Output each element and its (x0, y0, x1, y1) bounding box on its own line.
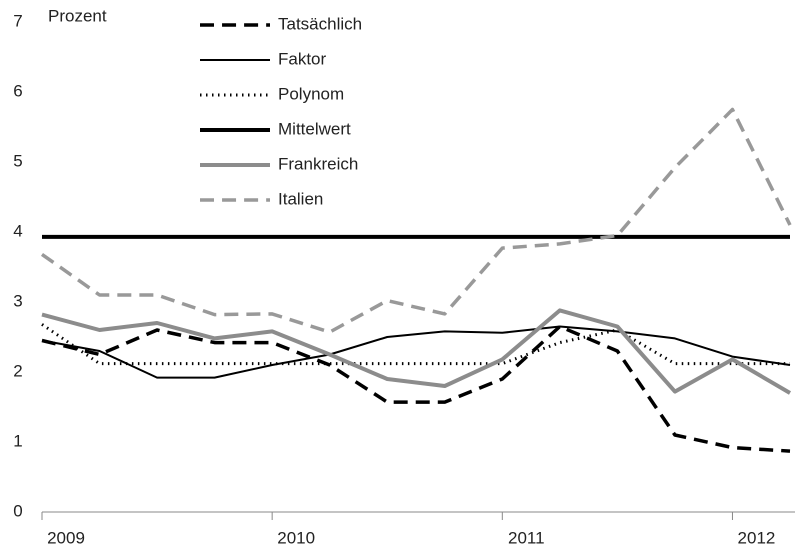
y-tick-label: 6 (13, 81, 22, 100)
series-line (41, 324, 791, 453)
series-line (40, 107, 792, 334)
x-tick-label: 2012 (738, 528, 776, 547)
y-tick-label: 1 (13, 431, 22, 450)
legend-label: Tatsächlich (278, 14, 362, 33)
legend-label: Faktor (278, 49, 327, 68)
legend-label: Italien (278, 189, 323, 208)
series-line (41, 308, 792, 395)
y-tick-label: 5 (13, 151, 22, 170)
y-axis-label: Prozent (48, 6, 107, 25)
x-tick-label: 2011 (508, 528, 545, 547)
y-tick-label: 2 (13, 361, 22, 380)
y-tick-label: 7 (13, 11, 22, 30)
legend-label: Mittelwert (278, 119, 351, 138)
y-tick-label: 0 (13, 501, 22, 520)
series-line (41, 325, 791, 379)
legend-label: Frankreich (278, 154, 358, 173)
series-line (41, 323, 790, 366)
y-tick-label: 4 (13, 221, 22, 240)
legend-label: Polynom (278, 84, 344, 103)
x-tick-label: 2010 (277, 528, 315, 547)
y-tick-label: 3 (13, 291, 22, 310)
x-tick-label: 2009 (47, 528, 85, 547)
